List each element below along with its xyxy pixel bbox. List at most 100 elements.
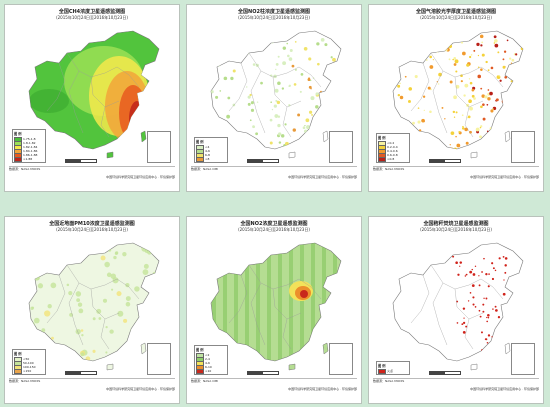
map-footer: 数据源：NASA OMI 中国环境科学研究院卫星环境应用中心 · 环境保护部 [191,166,357,189]
province-border [250,70,266,134]
map-data-layer [212,243,337,361]
data-dot [107,248,112,252]
map-panel: 全国CH4浓度卫星遥感监测图 (2015年10月24日至2016年10月23日) 图… [4,4,180,192]
data-dot [485,60,488,64]
fire-point [480,331,483,334]
china-map [210,242,342,371]
south-china-sea-inset [147,131,171,163]
province-border [90,76,120,108]
concentration-band [234,243,238,361]
map-legend: 图 例火点 [376,361,410,375]
province-border [272,288,302,320]
fire-point [487,316,490,319]
province-border [410,62,430,112]
legend-label: >1.88 [23,157,33,161]
china-map [392,242,524,371]
data-dot [310,96,315,101]
data-dot [493,42,496,44]
data-dot [448,44,453,49]
data-dot [143,263,149,269]
data-dot [496,116,499,119]
data-dot [452,58,454,61]
data-dot [41,328,46,333]
data-dot [441,106,444,109]
data-dot [477,54,480,57]
data-dot [496,149,500,153]
data-dot [480,87,483,90]
map-legend: 图 例 <50 50-100 100-150 >150 [12,349,46,375]
data-dot [125,301,131,307]
data-dot [508,101,511,104]
data-dot [493,150,494,151]
data-dot [270,101,272,104]
data-dot [445,151,448,154]
data-dot [487,89,490,91]
footer-organization: 中国环境科学研究院卫星环境应用中心 · 环境保护部 [470,387,539,391]
data-dot [461,114,464,117]
scale-bar [429,159,461,163]
island-outline [288,363,296,371]
data-dot [505,116,507,118]
data-dot [453,57,457,60]
data-dot [480,105,483,109]
data-dot [318,116,321,119]
province-border [250,282,266,346]
legend-label: 6-8 [205,153,210,157]
data-dot [215,95,219,99]
data-dot [481,53,485,57]
province-border [432,282,448,346]
data-dot [303,147,305,149]
map-footer: 数据源：NASA MODIS 中国环境科学研究院卫星环境应用中心 · 环境保护部 [9,378,175,401]
data-dot [468,78,471,80]
data-dot [332,84,337,88]
data-dot [461,127,465,130]
legend-label: <50 [23,357,30,361]
south-china-sea-inset [329,343,353,375]
data-dot [145,302,151,307]
fire-point [504,271,507,274]
data-dot [422,53,426,58]
concentration-zone [300,290,308,298]
fire-point [504,264,507,267]
data-dot [92,349,96,353]
data-dot [211,90,214,94]
fire-point [497,336,501,340]
province-border [410,274,430,324]
data-dot [252,63,256,66]
data-dot [515,53,518,56]
data-dot [429,55,433,59]
data-dot [502,58,505,61]
footer-source: 数据源：NASA MODIS [373,167,405,171]
concentration-band [311,243,315,361]
data-dot [270,74,273,77]
data-dot [336,103,341,108]
data-dot [68,364,71,367]
island-outline [140,130,147,143]
data-dot [295,69,297,71]
data-dot [117,360,122,361]
data-dot [468,99,472,104]
fire-point [481,349,484,352]
data-dot [464,127,468,132]
data-dot [37,283,44,289]
background-band [0,188,550,218]
data-dot [453,153,455,155]
data-dot [473,143,475,145]
fire-point [508,313,511,316]
data-dot [504,123,506,125]
fire-point [472,273,476,276]
legend-swatch [14,368,22,374]
data-dot [502,65,506,69]
fire-point [482,310,485,313]
data-dot [227,47,230,50]
data-dot [510,80,513,83]
data-dot [328,110,331,113]
data-dot [449,150,451,152]
data-dot [482,117,486,121]
data-dot [98,317,102,320]
footer-source: 数据源：NASA MODIS [373,379,405,383]
data-dot [464,153,467,156]
data-dot [518,70,522,74]
island-outline [470,151,478,159]
data-dot [510,122,515,126]
